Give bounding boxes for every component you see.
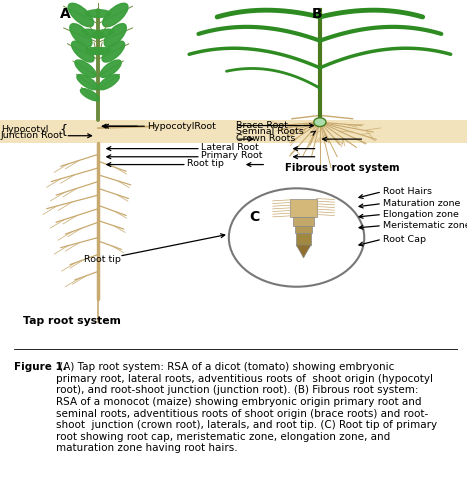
Ellipse shape	[83, 29, 105, 38]
Text: Seminal Roots: Seminal Roots	[236, 127, 304, 136]
Ellipse shape	[80, 89, 99, 101]
Bar	[296, 233, 311, 245]
Bar	[293, 217, 314, 226]
Ellipse shape	[77, 74, 98, 90]
Ellipse shape	[90, 47, 111, 54]
Bar	[295, 226, 312, 233]
Text: Root tip: Root tip	[85, 255, 121, 264]
Ellipse shape	[71, 41, 94, 62]
Text: Tap root system: Tap root system	[23, 316, 121, 326]
Circle shape	[314, 118, 326, 127]
Ellipse shape	[100, 60, 121, 77]
Text: Elongation zone: Elongation zone	[383, 210, 459, 219]
Ellipse shape	[92, 29, 113, 38]
Polygon shape	[296, 245, 311, 258]
Text: Primary Root: Primary Root	[201, 151, 262, 160]
Text: (A) Tap root system: RSA of a dicot (tomato) showing embryonic
primary root, lat: (A) Tap root system: RSA of a dicot (tom…	[56, 362, 437, 454]
Ellipse shape	[103, 3, 128, 27]
Ellipse shape	[70, 23, 92, 47]
Text: Root Cap: Root Cap	[383, 235, 426, 244]
Bar	[0, 120, 467, 143]
Circle shape	[229, 188, 364, 287]
Text: Crown Roots: Crown Roots	[236, 134, 295, 143]
Text: Hypocotyl: Hypocotyl	[1, 125, 48, 134]
Ellipse shape	[85, 47, 106, 54]
Text: Root Hairs: Root Hairs	[383, 187, 432, 196]
Text: Fibrous root system: Fibrous root system	[285, 163, 399, 173]
Ellipse shape	[85, 9, 111, 17]
Text: C: C	[249, 210, 260, 224]
Text: HypocotylRoot: HypocotylRoot	[147, 122, 216, 131]
Text: Brace Root: Brace Root	[236, 121, 288, 130]
Text: {: {	[59, 123, 67, 136]
Text: Lateral Root: Lateral Root	[201, 143, 259, 152]
Text: B: B	[312, 7, 323, 21]
Ellipse shape	[102, 41, 125, 62]
Text: Figure 1.: Figure 1.	[14, 362, 67, 372]
Text: A: A	[60, 7, 71, 21]
Text: Junction Root: Junction Root	[1, 131, 64, 140]
Ellipse shape	[75, 60, 96, 77]
Bar	[290, 199, 317, 217]
Text: Meristematic zone: Meristematic zone	[383, 221, 467, 230]
Ellipse shape	[104, 23, 126, 47]
Text: Root tip: Root tip	[187, 159, 224, 168]
Text: Maturation zone: Maturation zone	[383, 199, 460, 208]
Ellipse shape	[99, 74, 119, 90]
Ellipse shape	[68, 3, 93, 27]
